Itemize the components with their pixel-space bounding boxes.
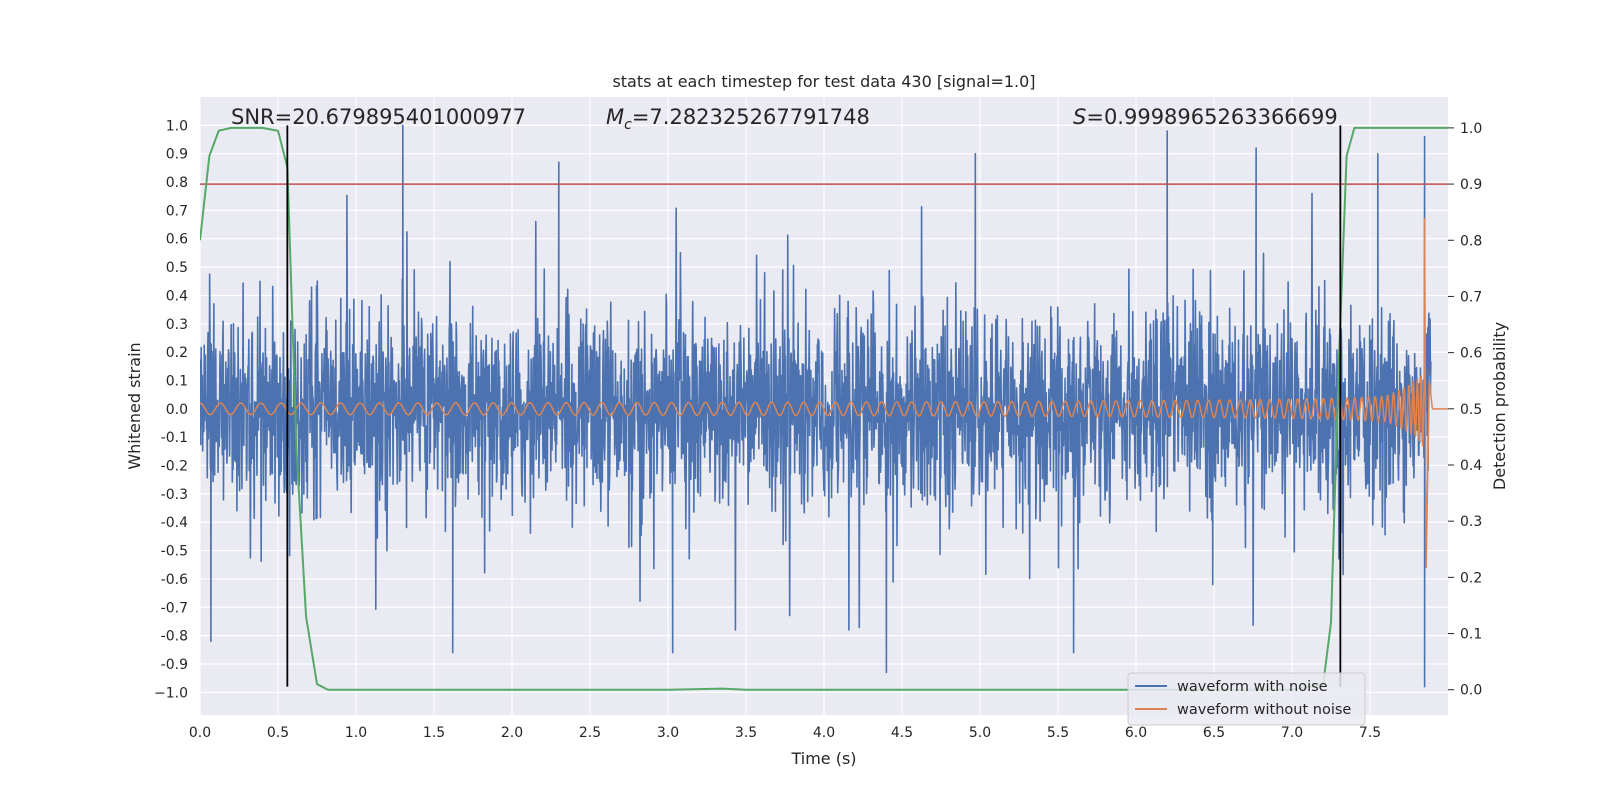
legend: waveform with noise waveform without noi… <box>1127 672 1366 726</box>
overlay-lines-layer <box>200 125 1448 691</box>
chart-title: stats at each timestep for test data 430… <box>612 72 1035 91</box>
x-tick-label: 4.0 <box>813 725 835 741</box>
clean-series-line <box>200 218 1448 569</box>
x-tick-label: 7.5 <box>1359 725 1381 741</box>
noise-series-layer <box>200 124 1432 688</box>
y-tick-label: -0.3 <box>161 487 188 503</box>
legend-label-clean: waveform without noise <box>1177 702 1351 718</box>
s-annotation: S=0.9998965263366699 <box>1073 105 1338 129</box>
mc-value: =7.282325267791748 <box>632 105 870 129</box>
y-tick-label: -0.4 <box>161 515 188 531</box>
noise-series-line <box>200 124 1432 688</box>
legend-box <box>1127 672 1366 726</box>
x-tick-label: 6.0 <box>1125 725 1147 741</box>
y2-tick-label: 0.2 <box>1460 570 1482 586</box>
snr-annotation: SNR=20.679895401000977 <box>231 105 526 129</box>
y2-axis-label: Detection probability <box>1490 322 1509 490</box>
y2-tick-label: 0.7 <box>1460 289 1482 305</box>
x-tick-label: 7.0 <box>1281 725 1303 741</box>
s-value: =0.9998965263366699 <box>1086 105 1337 129</box>
y-tick-label: −1.0 <box>154 685 188 701</box>
ticks: 0.0 0.5 1.0 1.5 2.0 2.5 3.0 3.5 4.0 4.5 5.0 5.5 6.0 6… <box>154 118 1482 741</box>
y-tick-label: 0.9 <box>166 147 188 163</box>
y2-tick-label: 1.0 <box>1460 121 1482 137</box>
x-axis-label: Time (s) <box>790 749 856 768</box>
y-tick-label: 0.7 <box>166 203 188 219</box>
y-tick-label: -0.5 <box>161 544 188 560</box>
probability-line <box>200 126 1448 691</box>
x-tick-label: 2.0 <box>501 725 523 741</box>
y-tick-label: -0.8 <box>161 629 188 645</box>
y2-tick-label: 0.1 <box>1460 627 1482 643</box>
s-symbol: S <box>1073 105 1086 129</box>
y2-tick-label: 0.8 <box>1460 233 1482 249</box>
y-tick-label: 0.6 <box>166 232 188 248</box>
y-tick-label: 0.5 <box>166 260 188 276</box>
legend-label-noise: waveform with noise <box>1177 679 1328 695</box>
x-tick-label: 2.5 <box>579 725 601 741</box>
y2-tick-label: 0.5 <box>1460 402 1482 418</box>
x-tick-label: 3.0 <box>657 725 679 741</box>
mc-subscript: c <box>624 117 632 133</box>
y2-tick-label: 0.9 <box>1460 177 1482 193</box>
y-tick-label: 0.3 <box>166 317 188 333</box>
x-tick-label: 0.5 <box>267 725 289 741</box>
y2-tick-label: 0.6 <box>1460 346 1482 362</box>
x-tick-label: 5.5 <box>1047 725 1069 741</box>
chirp-mass-annotation: Mc=7.282325267791748 <box>606 105 870 133</box>
clean-series-layer <box>200 218 1448 569</box>
y-tick-label: -0.9 <box>161 657 188 673</box>
y-axis-label: Whitened strain <box>125 342 144 469</box>
y-tick-label: 1.0 <box>166 118 188 134</box>
y-tick-label: 0.4 <box>166 288 188 304</box>
y-tick-label: -0.6 <box>161 572 188 588</box>
y-tick-label: 0.2 <box>166 345 188 361</box>
y2-tick-label: 0.4 <box>1460 458 1482 474</box>
y2-tick-label: 0.3 <box>1460 514 1482 530</box>
x-tick-label: 1.5 <box>423 725 445 741</box>
x-tick-label: 0.0 <box>189 725 211 741</box>
y-tick-label: 0.0 <box>166 402 188 418</box>
y-tick-label: 0.1 <box>166 373 188 389</box>
y2-tick-label: 0.0 <box>1460 683 1482 699</box>
x-tick-label: 6.5 <box>1203 725 1225 741</box>
x-tick-label: 1.0 <box>345 725 367 741</box>
y-tick-label: -0.7 <box>161 600 188 616</box>
x-tick-label: 4.5 <box>891 725 913 741</box>
y-tick-label: -0.2 <box>161 459 188 475</box>
y-tick-label: 0.8 <box>166 175 188 191</box>
x-tick-label: 5.0 <box>969 725 991 741</box>
y-tick-label: -0.1 <box>161 430 188 446</box>
mc-symbol: M <box>606 105 624 129</box>
x-tick-label: 3.5 <box>735 725 757 741</box>
